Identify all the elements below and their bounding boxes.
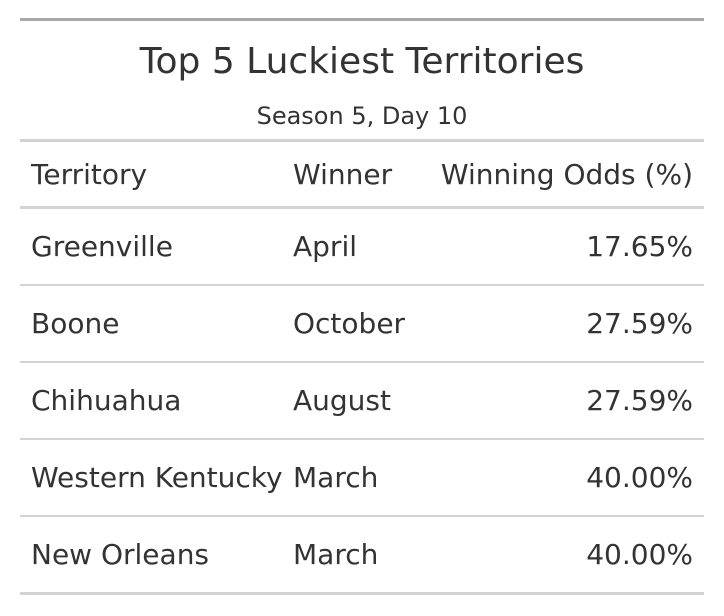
cell-winner: August [282,362,395,440]
cell-territory: New Orleans [20,516,282,595]
cell-territory: Boone [20,285,282,363]
luckiest-territories-table: Top 5 Luckiest Territories Season 5, Day… [20,18,704,595]
table-row: New Orleans March 40.00% [20,516,704,595]
table-row: Boone October 27.59% [20,285,704,363]
table-row: Chihuahua August 27.59% [20,362,704,440]
table-title: Top 5 Luckiest Territories [139,41,585,82]
cell-winning-odds: 27.59% [395,285,704,363]
column-header-territory: Territory [20,142,282,209]
table-subtitle: Season 5, Day 10 [20,103,704,142]
cell-winner: March [282,516,395,595]
cell-winner: April [282,207,395,286]
column-header-winning-odds: Winning Odds (%) [395,142,704,209]
cell-winner: October [282,285,405,363]
cell-winner: March [282,439,395,517]
top-rule [20,18,704,21]
cell-territory: Western Kentucky [20,439,283,517]
table-row: Greenville April 17.65% [20,207,704,286]
header-row: Territory Winner Winning Odds (%) [20,142,704,209]
cell-winning-odds: 40.00% [395,516,704,595]
column-header-winner: Winner [282,142,395,209]
data-table: Territory Winner Winning Odds (%) Greenv… [20,142,704,595]
cell-winning-odds: 27.59% [395,362,704,440]
cell-territory: Greenville [20,207,282,286]
table-row: Western Kentucky March 40.00% [20,439,704,517]
cell-territory: Chihuahua [20,362,282,440]
cell-winning-odds: 17.65% [395,207,704,286]
cell-winning-odds: 40.00% [395,439,704,517]
